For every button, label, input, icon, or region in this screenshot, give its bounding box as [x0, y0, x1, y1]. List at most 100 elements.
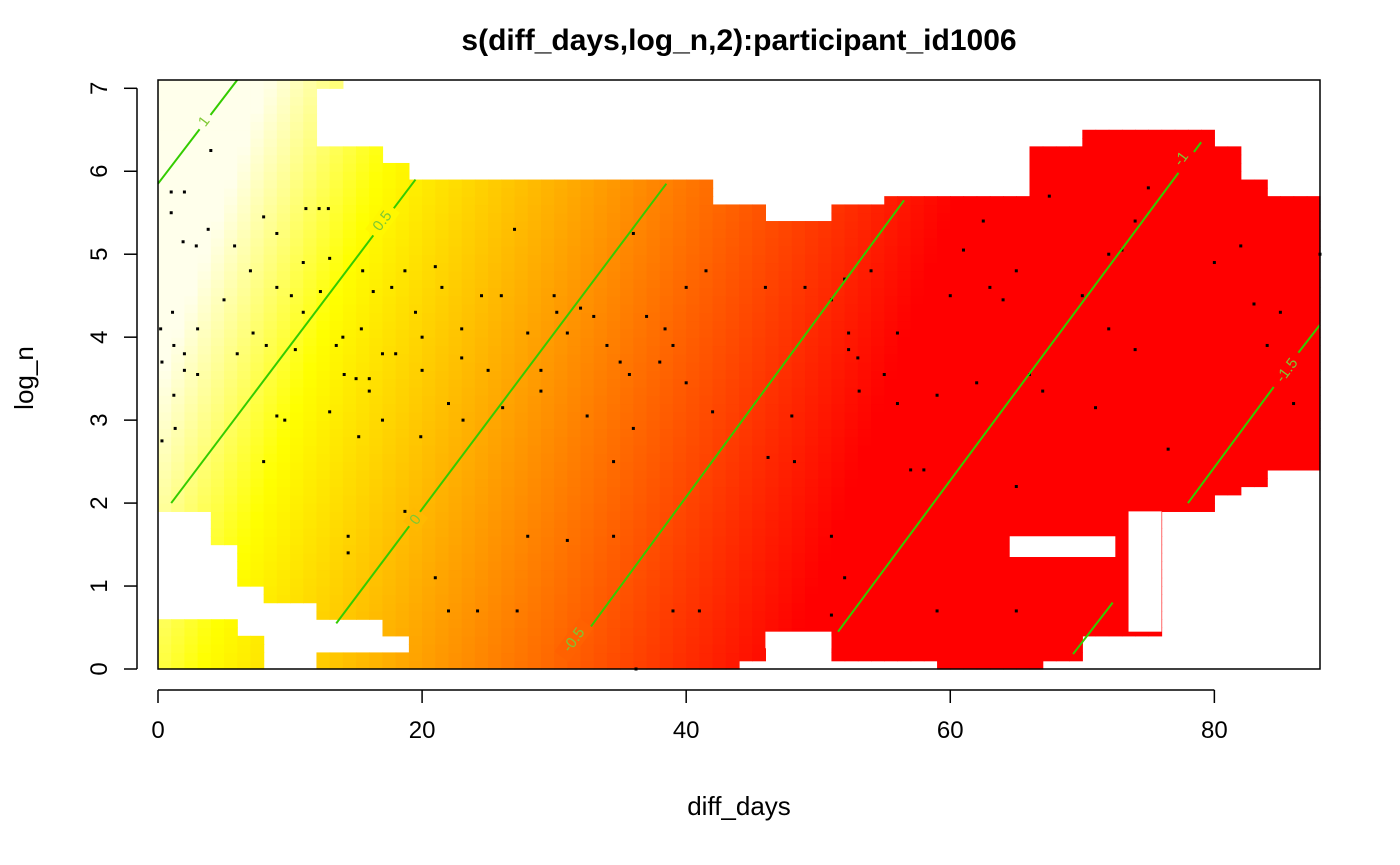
heat-cell [620, 428, 634, 438]
heat-cell [329, 154, 344, 164]
heat-cell [580, 503, 595, 512]
heat-cell [897, 511, 912, 521]
heat-cell [290, 461, 304, 471]
heat-cell [646, 569, 661, 579]
heat-cell [316, 179, 331, 189]
heat-cell [831, 469, 846, 479]
heat-cell [1267, 386, 1281, 396]
heat-cell [1201, 254, 1215, 264]
heat-cell [831, 511, 846, 521]
heat-cell [474, 179, 489, 189]
heat-cell [699, 353, 714, 363]
heat-cell [606, 221, 621, 230]
heat-cell [818, 312, 833, 322]
chart-title: s(diff_days,log_n,2):participant_id1006 [461, 24, 1016, 57]
heat-cell [672, 303, 687, 313]
heat-cell [739, 536, 753, 546]
heat-cell [540, 469, 555, 479]
heat-cell [1108, 453, 1123, 463]
heat-cell [897, 428, 912, 438]
heat-cell [1201, 445, 1215, 454]
heat-cell [197, 254, 212, 264]
heat-cell [1187, 428, 1202, 438]
heat-cell [1227, 146, 1242, 156]
heat-cell [514, 196, 529, 206]
heat-cell [210, 660, 225, 670]
heat-cell [527, 312, 542, 322]
heat-cell [633, 445, 648, 454]
heat-cell [1135, 386, 1149, 396]
heat-cell [712, 644, 727, 654]
heat-cell [527, 420, 542, 430]
heat-cell [1108, 171, 1123, 181]
heat-cell [1187, 494, 1202, 504]
heat-cell [356, 436, 370, 446]
heat-cell [1055, 303, 1070, 313]
heat-cell [1121, 262, 1136, 272]
heat-cell [197, 403, 212, 413]
data-point [301, 261, 305, 265]
heat-cell [672, 353, 687, 363]
heat-cell [963, 295, 978, 305]
heat-cell [303, 303, 318, 313]
heat-cell [646, 586, 661, 595]
heat-cell [1055, 221, 1070, 230]
heat-cell [1029, 303, 1044, 313]
heat-cell [1016, 577, 1031, 587]
heat-cell [303, 312, 318, 322]
heat-cell [1082, 494, 1097, 504]
heat-cell [435, 237, 450, 247]
heat-cell [580, 345, 595, 355]
heat-cell [857, 619, 872, 629]
heat-cell [540, 254, 555, 264]
heat-cell [1135, 486, 1149, 496]
heat-cell [1042, 295, 1057, 305]
heat-cell [1293, 386, 1308, 396]
heat-cell [448, 378, 463, 388]
heat-cell [224, 295, 238, 305]
heat-cell [1016, 635, 1031, 645]
heat-cell [1174, 279, 1189, 288]
heat-cell [224, 113, 238, 123]
heat-cell [633, 569, 648, 579]
heat-cell [158, 196, 172, 206]
heat-cell [633, 660, 648, 670]
data-point [264, 343, 268, 347]
heat-cell [1161, 436, 1176, 446]
heat-cell [540, 610, 555, 620]
heat-cell [554, 345, 568, 355]
heat-cell [554, 328, 568, 338]
heat-cell [422, 660, 436, 670]
heat-cell [567, 345, 582, 355]
heat-cell [1293, 395, 1308, 405]
heat-cell [1108, 503, 1123, 512]
heat-cell [580, 635, 595, 645]
heat-cell [871, 370, 885, 380]
heat-cell [1161, 420, 1176, 430]
heat-cell [897, 370, 912, 380]
heat-cell [276, 569, 291, 579]
heat-cell [1161, 395, 1176, 405]
heat-cell [1055, 602, 1070, 612]
heat-cell [369, 586, 384, 595]
heat-cell [210, 428, 225, 438]
heat-cell [488, 486, 502, 496]
heat-cell [857, 527, 872, 537]
heat-cell [1055, 386, 1070, 396]
heat-cell [435, 229, 450, 239]
heat-cell [1267, 229, 1281, 239]
heat-cell [540, 428, 555, 438]
heat-cell [435, 295, 450, 305]
heat-cell [950, 312, 965, 322]
heat-cell [699, 179, 714, 189]
heat-cell [197, 619, 212, 629]
heat-cell [937, 328, 951, 338]
heat-cell [356, 494, 370, 504]
heat-cell [554, 212, 568, 222]
heat-cell [963, 436, 978, 446]
heat-cell [395, 586, 410, 595]
heat-cell [290, 586, 304, 595]
heat-cell [818, 527, 833, 537]
heat-cell [1240, 478, 1255, 488]
heat-cell [422, 312, 436, 322]
